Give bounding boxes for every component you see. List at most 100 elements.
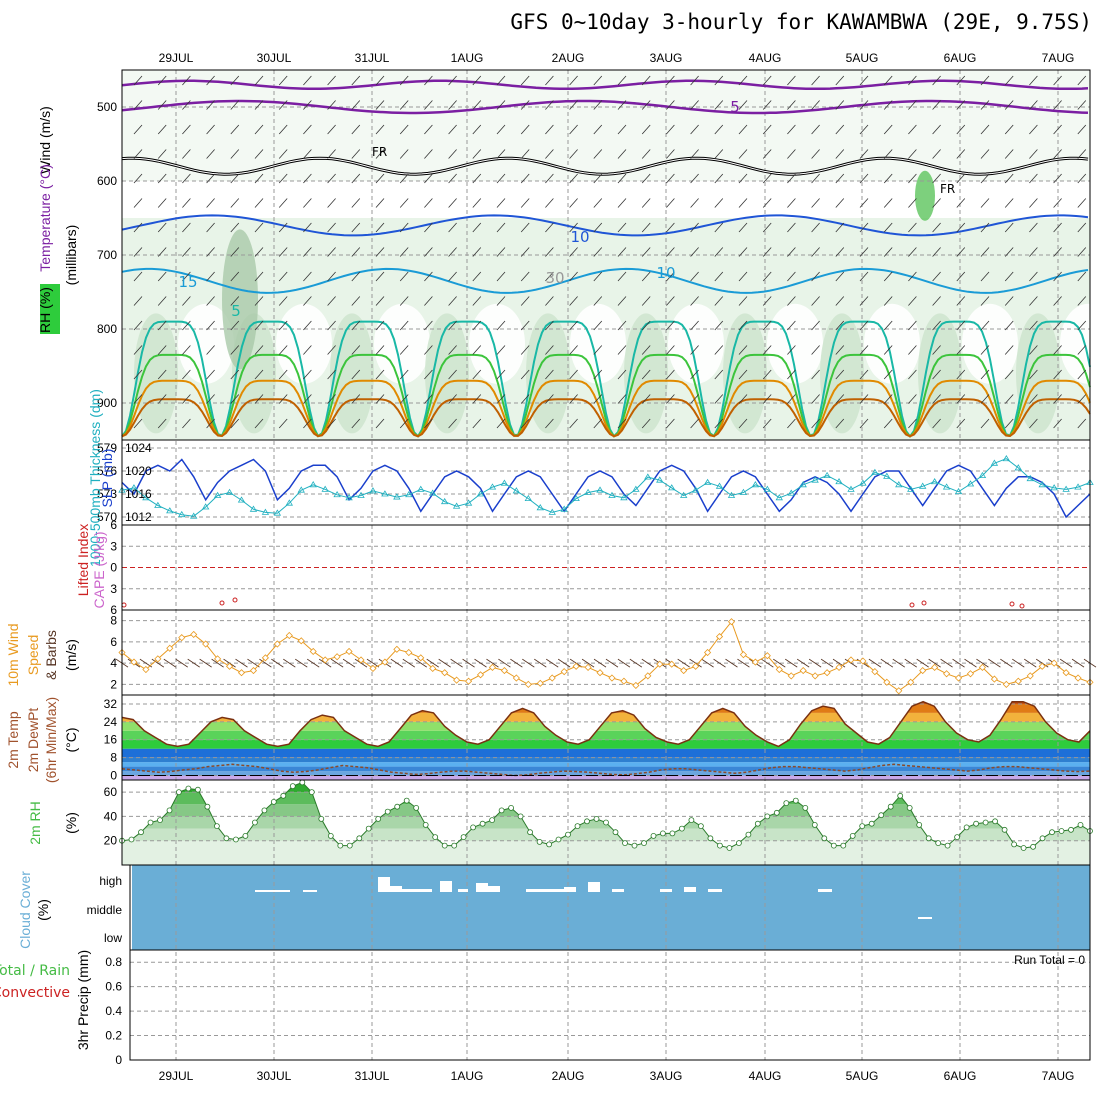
wind-barb	[278, 198, 288, 208]
wind-barb	[738, 345, 748, 355]
wind-barb	[327, 173, 336, 184]
temp-band	[122, 721, 1090, 731]
wind-barb-10m	[187, 658, 200, 668]
wind10m-point	[632, 681, 640, 690]
wind-barb	[714, 100, 724, 110]
wind-barb	[908, 247, 917, 257]
wind-barb	[956, 247, 966, 257]
wind-barb	[157, 247, 167, 257]
wind-barb	[593, 418, 603, 429]
thickness-point	[1026, 474, 1034, 482]
wind-barb	[254, 418, 264, 429]
cloud-cover-bar	[402, 889, 432, 892]
wind-barb	[1053, 418, 1062, 429]
wind-barb-10m	[283, 658, 296, 668]
wind-barb	[762, 222, 772, 233]
wind-barb-10m	[593, 658, 607, 668]
rh2m-point	[289, 783, 296, 789]
wind-barb-10m	[928, 658, 941, 668]
wind-barb	[472, 198, 482, 208]
wind-barb	[787, 247, 796, 257]
temp2m-series-line	[121, 700, 1091, 748]
wind-barb	[1029, 247, 1038, 257]
wind-barb	[835, 124, 845, 135]
wind-barb-10m	[976, 658, 989, 668]
wind-barb-10m	[199, 658, 212, 668]
wind-barb	[932, 369, 941, 380]
wind-barb	[980, 149, 990, 159]
wind-barb	[496, 247, 506, 257]
wind-ylabel-wind: 10m Wind	[5, 623, 21, 686]
wind-barb-10m	[163, 658, 177, 668]
wind-barb	[230, 320, 240, 331]
rh2m-point	[1058, 828, 1065, 834]
wind-tick: 2	[110, 677, 117, 691]
wind-barb	[762, 100, 772, 110]
wind-barb-10m	[952, 658, 965, 668]
wind-barb	[666, 345, 675, 355]
wind-barb	[569, 320, 578, 331]
rh2m-point	[223, 835, 230, 842]
wind-barb	[835, 149, 845, 159]
wind-barb	[617, 271, 627, 282]
thickness-point	[632, 485, 640, 492]
wind-barb	[399, 75, 409, 86]
rh2m-point	[565, 831, 571, 838]
wind-barb	[351, 369, 361, 380]
wind-barb	[278, 345, 288, 355]
rh2m-point	[394, 803, 401, 810]
wind-barb	[593, 149, 603, 159]
wind-barb	[569, 271, 578, 282]
wind-barb	[424, 271, 433, 282]
wind-barb	[327, 198, 336, 208]
wind-barb	[254, 345, 264, 355]
wind-barb	[762, 271, 772, 282]
wind-barb	[811, 124, 820, 135]
wind-barb	[545, 271, 554, 282]
wind-barb	[327, 418, 336, 429]
wind-barb	[690, 418, 699, 429]
wind-barb	[327, 75, 336, 86]
wind-barb	[351, 271, 361, 282]
wind-barb	[811, 247, 820, 257]
thickness-point	[584, 488, 592, 495]
precip-tick: 0.6	[105, 980, 122, 994]
wind-barb	[448, 247, 457, 257]
wind-barb-10m	[892, 658, 906, 668]
wind-barb	[496, 320, 506, 331]
wind-barb	[1029, 345, 1038, 355]
wind-barb	[787, 149, 796, 159]
wind-barb-10m	[773, 658, 786, 668]
wind-barb	[690, 320, 699, 331]
wind-barb-10m	[1024, 658, 1037, 668]
wind-barb	[690, 149, 699, 159]
precip-ylabel-total: Total / Rain	[0, 963, 70, 979]
wind-barb	[811, 198, 820, 208]
rh2m-point	[736, 840, 742, 846]
wind10m-point	[954, 674, 963, 682]
rh2m-point	[745, 831, 752, 838]
wind-barb	[569, 100, 578, 110]
wind-barb	[375, 394, 385, 404]
wind-barb	[980, 418, 990, 429]
wind-barb	[956, 173, 966, 184]
wind10m-point	[799, 666, 807, 675]
wind-barb-10m	[617, 658, 631, 668]
wind-barb	[254, 394, 264, 404]
precip-tick: 0	[115, 1053, 122, 1067]
cloud-cover-bar	[255, 890, 290, 892]
wind-barb	[714, 198, 724, 208]
wind-barb	[545, 247, 554, 257]
temp-contour-20	[121, 353, 1091, 438]
wind-barb	[230, 100, 240, 110]
wind-barb	[956, 222, 966, 233]
wind-barb	[641, 124, 651, 135]
rh2m-point	[517, 813, 524, 820]
wind-barb	[956, 320, 966, 331]
wind-barb	[472, 173, 482, 184]
wind-barb	[569, 173, 578, 184]
wind-barb	[520, 271, 530, 282]
wind-barb	[787, 75, 796, 86]
wind-barb	[835, 100, 845, 110]
wind-barb	[472, 320, 482, 331]
